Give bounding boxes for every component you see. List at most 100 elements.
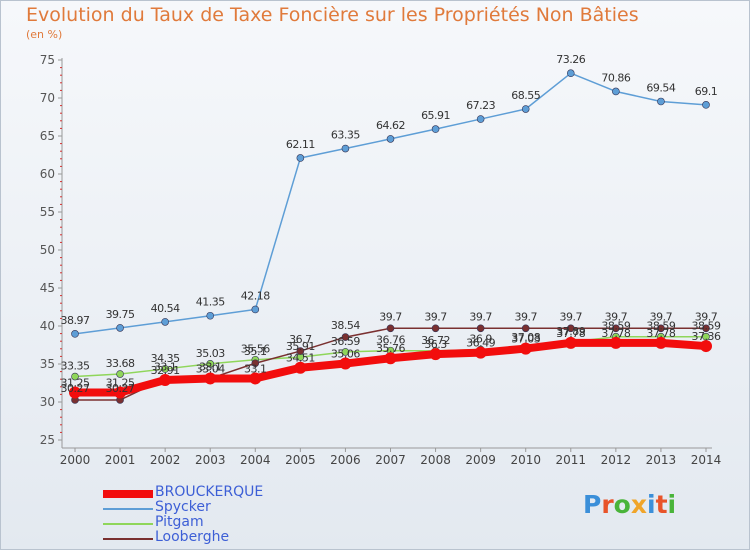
data-point-looberghe [476, 324, 485, 333]
data-label-pitgam: 37.89 [556, 325, 585, 338]
x-tick-label: 2004 [240, 453, 271, 467]
data-point-spycker [296, 154, 305, 162]
data-label-looberghe: 35.1 [244, 345, 267, 358]
data-point-looberghe [612, 324, 620, 333]
data-label-brouckerque: 35.76 [376, 342, 405, 355]
data-label-spycker: 69.1 [695, 85, 718, 98]
data-point-pitgam [116, 370, 124, 378]
data-point-spycker [341, 144, 350, 153]
data-point-brouckerque [114, 386, 127, 399]
data-label-brouckerque: 35.06 [331, 348, 360, 361]
legend-swatch-brouckerque [103, 490, 153, 498]
legend-swatch-looberghe [103, 538, 153, 540]
y-tick-label: 45 [40, 281, 55, 295]
data-label-pitgam: 35.03 [196, 347, 225, 360]
x-tick-label: 2010 [510, 453, 541, 467]
data-label-pitgam: 36.59 [331, 335, 360, 348]
legend-label-spycker: Spycker [155, 499, 211, 515]
chart-axes: 25 30 35 40 45 50 55 60 65 70 75 2000 2001 2002 2003 20… [40, 53, 722, 467]
data-label-looberghe: 33.1 [199, 360, 222, 373]
y-tick-label: 30 [40, 395, 55, 409]
data-point-brouckerque [339, 357, 352, 370]
x-tick-label: 2012 [601, 453, 632, 467]
x-tick-label: 2014 [691, 453, 722, 467]
data-point-looberghe [521, 324, 530, 333]
data-label-pitgam: 38.59 [646, 320, 675, 333]
data-label-looberghe: 39.7 [514, 310, 537, 323]
data-label-looberghe: 39.7 [469, 310, 492, 323]
data-label-spycker: 38.97 [61, 314, 90, 327]
legend-label-looberghe: Looberghe [155, 529, 230, 545]
data-point-pitgam [71, 372, 79, 381]
data-point-spycker [702, 101, 710, 109]
legend-label-pitgam: Pitgam [155, 514, 204, 530]
data-point-spycker [161, 318, 169, 326]
y-tick-label: 60 [40, 167, 55, 181]
data-point-spycker [206, 311, 215, 320]
data-label-spycker: 68.55 [511, 89, 540, 102]
data-label-brouckerque: 33.04 [196, 362, 225, 375]
data-label-looberghe: 30.27 [61, 382, 90, 395]
data-label-spycker: 69.54 [646, 81, 675, 94]
logo-letter: i [647, 490, 656, 519]
data-point-pitgam [341, 348, 350, 356]
data-label-brouckerque: 37.36 [692, 330, 721, 343]
data-point-brouckerque [609, 336, 622, 349]
data-label-spycker: 70.86 [601, 71, 630, 84]
data-label-spycker: 62.11 [286, 138, 315, 151]
data-label-pitgam: 38.59 [601, 320, 630, 333]
legend-swatch-pitgam [103, 523, 153, 525]
data-point-spycker [657, 97, 665, 106]
data-label-brouckerque: 37.78 [646, 327, 675, 340]
logo-letter: x [630, 490, 647, 519]
data-label-brouckerque: 31.25 [61, 377, 90, 390]
data-label-brouckerque: 37.03 [511, 333, 540, 346]
chart-subtitle: (en %) [26, 28, 63, 41]
data-point-spycker [386, 135, 395, 143]
data-label-spycker: 65.91 [421, 109, 450, 122]
data-point-spycker [476, 115, 485, 123]
data-label-pitgam: 36.76 [376, 334, 405, 347]
data-label-brouckerque: 31.25 [106, 377, 135, 390]
data-point-spycker [612, 87, 620, 96]
data-point-spycker [116, 324, 124, 332]
data-point-looberghe [296, 347, 305, 355]
x-tick-label: 2013 [646, 453, 677, 467]
x-tick-label: 2008 [420, 453, 451, 467]
data-label-pitgam: 37.08 [511, 331, 540, 344]
data-point-spycker [71, 330, 79, 338]
data-label-brouckerque: 36.49 [466, 337, 495, 350]
data-point-pitgam [206, 359, 215, 368]
data-label-pitgam: 34.35 [151, 352, 180, 365]
data-label-spycker: 64.62 [376, 119, 405, 132]
y-tick-label: 35 [40, 357, 55, 371]
data-point-brouckerque [700, 340, 712, 353]
data-label-pitgam: 38.59 [692, 320, 721, 333]
data-label-brouckerque: 33.1 [244, 362, 267, 375]
data-label-looberghe: 39.7 [695, 310, 718, 323]
data-label-pitgam: 36.72 [421, 334, 450, 347]
x-tick-label: 2007 [375, 453, 406, 467]
logo-letter: o [613, 490, 631, 519]
data-label-spycker: 41.35 [196, 296, 225, 309]
data-label-looberghe: 39.7 [650, 310, 673, 323]
data-label-brouckerque: 37.78 [556, 327, 585, 340]
data-label-brouckerque: 32.91 [151, 364, 180, 377]
data-label-looberghe: 33.1 [154, 360, 177, 373]
data-point-looberghe [386, 324, 395, 333]
data-label-spycker: 39.75 [106, 308, 135, 321]
y-tick-label: 65 [40, 129, 55, 143]
chart-series [69, 69, 712, 404]
data-point-brouckerque [69, 386, 81, 399]
data-point-spycker [431, 125, 440, 133]
data-label-pitgam: 33.35 [61, 360, 90, 373]
data-point-looberghe [341, 333, 350, 341]
series-line-spycker [74, 72, 707, 335]
x-tick-label: 2006 [330, 453, 361, 467]
data-label-looberghe: 39.7 [379, 310, 402, 323]
x-tick-label: 2002 [150, 453, 181, 467]
data-point-looberghe [566, 324, 575, 333]
data-point-spycker [521, 105, 530, 113]
legend-label-brouckerque: BROUCKERQUE [155, 484, 264, 500]
data-point-brouckerque [384, 352, 397, 365]
